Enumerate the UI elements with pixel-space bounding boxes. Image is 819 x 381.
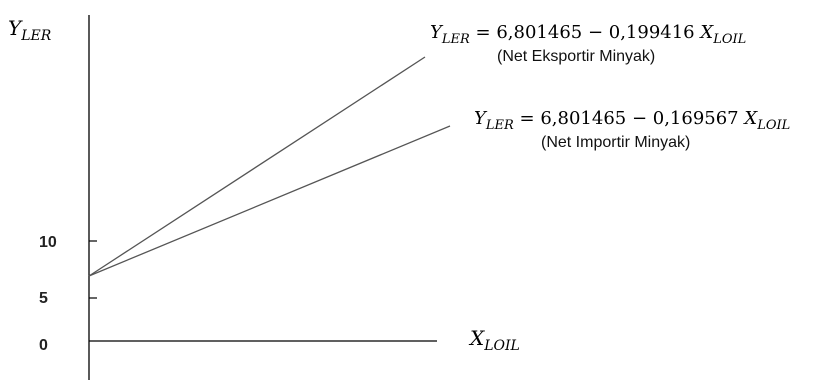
x-axis-label: XLOIL bbox=[468, 326, 520, 354]
y-tick-label-5: 5 bbox=[39, 290, 48, 307]
y-axis-label: YLER bbox=[8, 16, 52, 44]
series-label-net-importir: (Net Importir Minyak) bbox=[541, 134, 690, 151]
series-line-net-eksportir bbox=[88, 56, 426, 277]
series-equation-net-importir: YLER = 6,801465 − 0,169567 XLOIL bbox=[474, 108, 790, 133]
series-line-net-importir bbox=[88, 125, 451, 277]
series-equation-net-eksportir: YLER = 6,801465 − 0,199416 XLOIL bbox=[430, 22, 746, 47]
y-tick-label-10: 10 bbox=[39, 234, 57, 251]
y-tick-label-0: 0 bbox=[39, 337, 48, 354]
series-label-net-eksportir: (Net Eksportir Minyak) bbox=[497, 48, 655, 65]
